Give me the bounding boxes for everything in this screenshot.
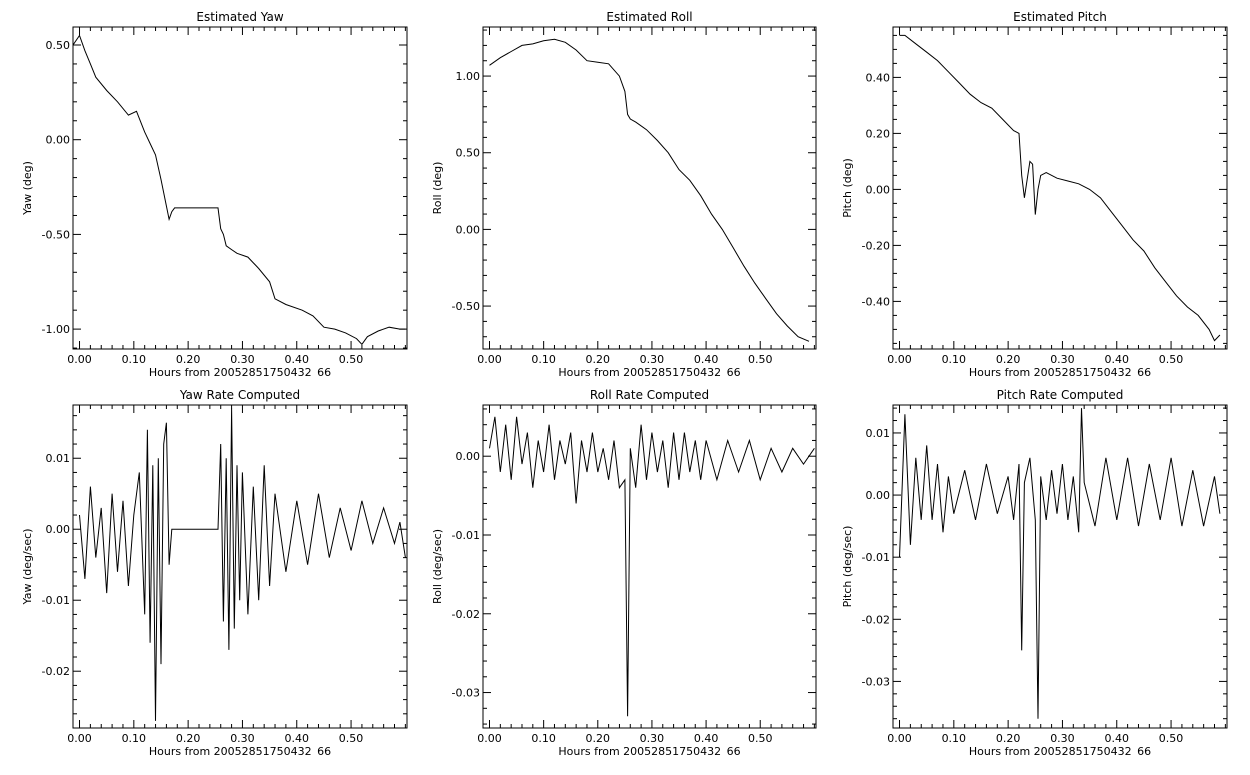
y-tick-label: -0.02: [42, 665, 70, 678]
y-tick-label: 0.20: [866, 127, 891, 140]
x-tick-label: 0.20: [176, 353, 201, 366]
x-tick-label: 0.10: [531, 353, 556, 366]
x-tick-label: 0.10: [122, 732, 147, 745]
x-tick-label: 0.50: [748, 732, 773, 745]
series-line-roll-rate: [489, 416, 815, 717]
x-axis-label: Hours from 20052851750432 66: [558, 745, 740, 758]
y-tick-label: -0.01: [42, 594, 70, 607]
x-tick-label: 0.00: [887, 353, 912, 366]
x-axis-label: Hours from 20052851750432 66: [558, 366, 740, 379]
panel-pitch: Estimated Pitch 0.00 0.10 0.20 0.30 0.40 0.50 0…: [841, 10, 1228, 379]
panel-yaw: Estimated Yaw 0.00 0.10 0.20 0.30 0.40 0.50 0.5…: [21, 10, 408, 379]
y-axis-label: Pitch (deg/sec): [841, 526, 854, 608]
y-axis-label: Roll (deg/sec): [431, 529, 444, 604]
x-tick-label: 0.10: [942, 732, 967, 745]
x-tick-label: 0.20: [996, 353, 1021, 366]
y-axis-label: Yaw (deg/sec): [21, 528, 34, 605]
y-tick-label: -0.50: [452, 300, 480, 313]
x-tick-label: 0.30: [1050, 732, 1075, 745]
plot-frame: [72, 26, 408, 350]
series-line-roll: [489, 38, 810, 342]
x-axis-label: Hours from 20052851750432 66: [149, 745, 331, 758]
y-tick-label: -0.50: [42, 228, 70, 241]
y-tick-label: -0.03: [862, 675, 890, 688]
y-tick-label: -1.00: [42, 323, 70, 336]
y-axis-label: Roll (deg): [431, 162, 444, 215]
x-tick-label: 0.40: [1105, 353, 1130, 366]
y-tick-label: 0.00: [46, 523, 71, 536]
x-tick-label: 0.20: [996, 732, 1021, 745]
y-tick-label: 0.50: [46, 39, 71, 52]
x-tick-label: 0.30: [640, 732, 665, 745]
y-tick-label: -0.02: [862, 613, 890, 626]
x-tick-label: 0.00: [477, 732, 502, 745]
y-tick-label: 0.50: [456, 147, 481, 160]
y-tick-label: 0.01: [866, 427, 891, 440]
x-tick-label: 0.50: [1159, 353, 1184, 366]
y-tick-label: 0.01: [46, 452, 71, 465]
y-tick-label: -0.01: [862, 551, 890, 564]
y-tick-label: 0.00: [456, 223, 481, 236]
plot-frame: [892, 26, 1228, 350]
y-tick-label: -0.01: [452, 529, 480, 542]
plot-frame: [482, 26, 817, 350]
series-line-yaw-rate: [79, 408, 406, 721]
series-line-pitch-rate: [899, 408, 1221, 719]
x-tick-label: 0.00: [887, 732, 912, 745]
y-tick-label: -0.02: [452, 608, 480, 621]
y-tick-label: -0.20: [862, 239, 890, 252]
x-tick-label: 0.50: [748, 353, 773, 366]
y-axis-label: Yaw (deg): [21, 161, 34, 216]
y-tick-label: 0.00: [866, 183, 891, 196]
x-tick-label: 0.20: [586, 732, 611, 745]
y-axis-label: Pitch (deg): [841, 158, 854, 218]
x-tick-label: 0.10: [531, 732, 556, 745]
series-line-pitch: [899, 34, 1221, 342]
panel-pitch-rate: Pitch Rate Computed 0.00 0.10 0.20 0.30 0.40 0…: [841, 388, 1228, 758]
x-tick-label: 0.30: [230, 732, 255, 745]
x-tick-label: 0.30: [640, 353, 665, 366]
panel-roll-rate: Roll Rate Computed 0.00 0.10 0.20 0.30 0.40 0.…: [431, 388, 817, 758]
x-tick-label: 0.40: [694, 353, 719, 366]
plot-frame: [72, 404, 408, 729]
x-tick-label: 0.30: [1050, 353, 1075, 366]
series-line-yaw: [72, 34, 406, 346]
x-tick-label: 0.40: [285, 732, 310, 745]
x-tick-label: 0.00: [67, 353, 92, 366]
x-tick-label: 0.50: [339, 732, 364, 745]
chart-title: Estimated Yaw: [196, 10, 283, 24]
panel-yaw-rate: Yaw Rate Computed 0.00 0.10 0.20 0.30 0.40 0.5…: [21, 388, 408, 758]
panel-roll: Estimated Roll 0.00 0.10 0.20 0.30 0.40 0.50 1.…: [431, 10, 817, 379]
y-tick-label: 0.40: [866, 71, 891, 84]
y-tick-label: 0.00: [46, 134, 71, 147]
chart-title: Estimated Pitch: [1013, 10, 1107, 24]
x-tick-label: 0.00: [67, 732, 92, 745]
chart-title: Yaw Rate Computed: [179, 388, 300, 402]
x-axis-label: Hours from 20052851750432 66: [149, 366, 331, 379]
plot-frame: [892, 404, 1228, 729]
x-tick-label: 0.40: [694, 732, 719, 745]
x-tick-label: 0.10: [122, 353, 147, 366]
y-tick-label: -0.40: [862, 295, 890, 308]
x-tick-label: 0.50: [339, 353, 364, 366]
x-tick-label: 0.10: [942, 353, 967, 366]
x-tick-label: 0.40: [285, 353, 310, 366]
y-tick-label: 0.00: [456, 450, 481, 463]
x-axis-label: Hours from 20052851750432 66: [969, 745, 1151, 758]
y-tick-label: -0.03: [452, 687, 480, 700]
chart-title: Roll Rate Computed: [590, 388, 709, 402]
x-axis-label: Hours from 20052851750432 66: [969, 366, 1151, 379]
x-tick-label: 0.00: [477, 353, 502, 366]
chart-title: Pitch Rate Computed: [997, 388, 1124, 402]
x-tick-label: 0.30: [230, 353, 255, 366]
y-tick-label: 0.00: [866, 489, 891, 502]
x-tick-label: 0.50: [1159, 732, 1184, 745]
x-tick-label: 0.20: [586, 353, 611, 366]
y-tick-label: 1.00: [456, 70, 481, 83]
x-tick-label: 0.40: [1105, 732, 1130, 745]
x-tick-label: 0.20: [176, 732, 201, 745]
chart-title: Estimated Roll: [606, 10, 692, 24]
